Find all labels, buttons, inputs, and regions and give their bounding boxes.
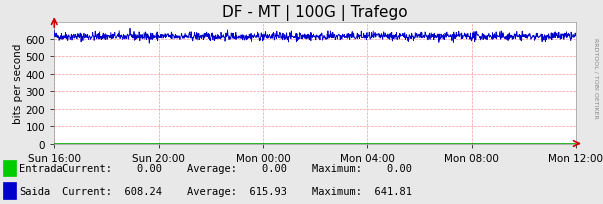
Text: Current:  608.24    Average:  615.93    Maximum:  641.81: Current: 608.24 Average: 615.93 Maximum:… xyxy=(62,186,411,196)
Y-axis label: bits per second: bits per second xyxy=(13,43,23,123)
Text: Saida: Saida xyxy=(19,186,51,196)
Title: DF - MT | 100G | Trafego: DF - MT | 100G | Trafego xyxy=(223,5,408,21)
Text: Current:    0.00    Average:    0.00    Maximum:    0.00: Current: 0.00 Average: 0.00 Maximum: 0.0… xyxy=(62,163,411,173)
Text: Entrada: Entrada xyxy=(19,163,63,173)
Text: RRDTOOL / TOBI OETIKER: RRDTOOL / TOBI OETIKER xyxy=(594,37,599,118)
